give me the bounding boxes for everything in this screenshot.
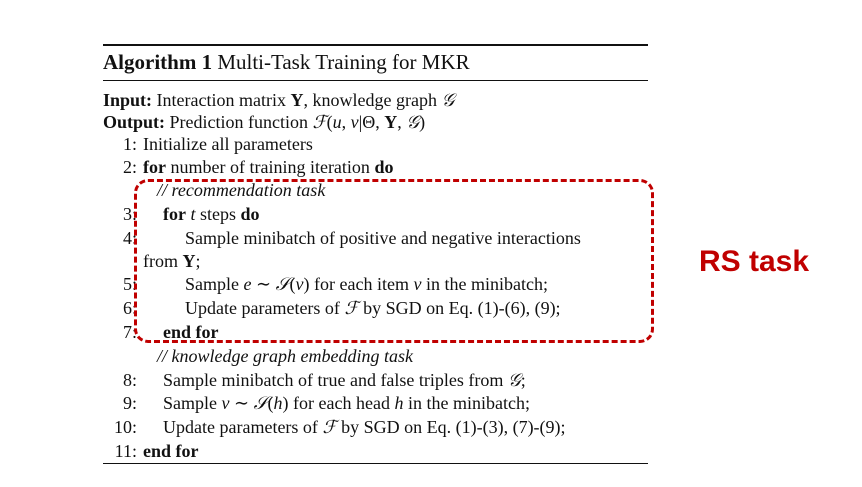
sim: ∼ [229,393,254,413]
var-e: e [243,274,252,294]
step-4: 4: Sample minibatch of positive and negat… [103,227,581,249]
comment-text: // knowledge graph embedding task [157,346,413,366]
keyword-end-for: end for [163,322,219,342]
line-number: 6: [122,298,137,318]
output-v: v [350,112,359,132]
step-text: Update parameters of [163,417,318,437]
sampler-S: 𝒮 [253,393,268,414]
line-number: 9: [122,393,137,413]
step-3: 3: for t steps do [103,203,260,225]
paren: ) [282,393,289,413]
var-v: v [295,274,304,294]
step-11: 11: end for [103,440,199,462]
step-text: steps [195,204,241,224]
semicolon: ; [195,251,201,271]
keyword-do: do [240,204,260,224]
keyword-do: do [374,157,394,177]
var-t: t [190,204,196,224]
step-1: 1: Initialize all parameters [103,133,313,155]
output-paren-close: ) [419,112,426,132]
step-5: 5: Sample e ∼ 𝒮(v) for each item v in the… [103,273,548,296]
input-graph-symbol: 𝒢 [441,90,455,111]
step-8: 8: Sample minibatch of true and false tri… [103,369,526,392]
paren: ( [289,274,296,294]
output-theta: |Θ, [358,112,385,132]
line-number: 4: [122,228,137,248]
comment-kge: // knowledge graph embedding task [157,345,413,367]
output-line: Output: Prediction function ℱ(u, v|Θ, Y,… [103,111,425,134]
semicolon: ; [520,370,526,390]
input-text-2: , knowledge graph [303,90,437,110]
output-Y: Y [384,112,398,132]
input-line: Input: Interaction matrix Y, knowledge g… [103,89,454,112]
bottom-rule [103,463,648,464]
function-F: ℱ [344,298,359,319]
output-text: Prediction function [169,112,308,132]
step-text: for each head [288,393,395,413]
output-paren-open: ( [326,112,333,132]
graph-G: 𝒢 [507,370,521,391]
paren: ( [267,393,274,413]
input-matrix-symbol: Y [290,90,304,110]
sim: ∼ [251,274,276,294]
top-rule [103,44,648,46]
algorithm-number: Algorithm 1 [103,50,213,74]
step-text: Sample minibatch of positive and negativ… [185,228,581,248]
line-number: 10: [113,417,137,437]
line-number: 8: [122,370,137,390]
keyword-for: for [143,157,166,177]
output-comma-2: , [397,112,407,132]
comment-recommendation: // recommendation task [157,179,325,201]
step-text: in the minibatch; [403,393,530,413]
var-h: h [394,393,404,413]
keyword-for: for [163,204,186,224]
input-label: Input: [103,90,153,110]
line-number: 11: [114,441,137,461]
output-G: 𝒢 [406,112,420,133]
paren: ) [303,274,310,294]
step-2: 2: for number of training iteration do [103,156,393,178]
line-number: 5: [122,274,137,294]
output-u: u [332,112,342,132]
step-text: Sample [185,274,239,294]
function-F: ℱ [322,417,337,438]
line-number: 2: [122,157,137,177]
step-text: by SGD on Eq. (1)-(3), (7)-(9); [336,417,566,437]
line-number: 1: [122,134,137,154]
line-number: 3: [122,204,137,224]
output-comma: , [341,112,351,132]
comment-text: // recommendation task [157,180,326,200]
title-rule [103,80,648,81]
var-v: v [413,274,422,294]
rs-task-highlight-box [134,179,654,343]
keyword-end-for: end for [143,441,199,461]
rs-task-label: RS task [699,245,810,278]
step-text: Sample minibatch of true and false tripl… [163,370,504,390]
algorithm-title: Algorithm 1 Multi-Task Training for MKR [103,50,470,75]
step-7: 7: end for [103,321,219,343]
step-text: Sample [163,393,217,413]
algorithm-name: Multi-Task Training for MKR [217,50,470,74]
var-h: h [273,393,283,413]
output-function-symbol: ℱ [312,112,327,133]
var-v: v [221,393,230,413]
matrix-Y: Y [182,251,196,271]
step-text: for each item [309,274,414,294]
step-text: Initialize all parameters [143,134,313,154]
input-text: Interaction matrix [156,90,286,110]
step-6: 6: Update parameters of ℱ by SGD on Eq. (… [103,297,561,320]
output-label: Output: [103,112,166,132]
step-text: from [143,251,178,271]
step-9: 9: Sample v ∼ 𝒮(h) for each head h in the… [103,392,530,415]
sampler-S: 𝒮 [275,274,290,295]
step-text: by SGD on Eq. (1)-(6), (9); [358,298,561,318]
step-text: number of training iteration [165,157,375,177]
step-4-continued: from Y; [143,250,201,272]
step-text: Update parameters of [185,298,340,318]
step-10: 10: Update parameters of ℱ by SGD on Eq. … [103,416,566,439]
line-number: 7: [122,322,137,342]
step-text: in the minibatch; [421,274,548,294]
